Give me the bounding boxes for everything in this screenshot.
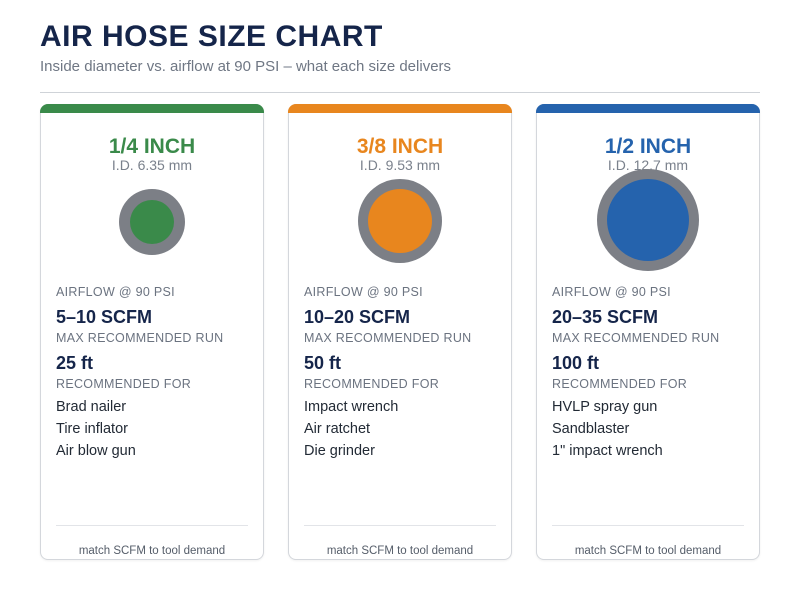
airflow-label: AIRFLOW @ 90 PSI — [56, 285, 175, 299]
tool-item: 1" impact wrench — [552, 443, 663, 459]
airflow-value: 20–35 SCFM — [552, 307, 659, 327]
inside-diameter-label: I.D. 9.53 mm — [359, 157, 441, 173]
tool-item: Impact wrench — [304, 399, 399, 415]
hose-cross-section-icon — [119, 189, 185, 255]
inside-diameter-label: I.D. 12.7 mm — [607, 157, 689, 173]
airflow-value: 5–10 SCFM — [56, 307, 153, 327]
hose-card-three-eighths-inch: 3/8 INCH I.D. 9.53 mm AIRFLOW @ 90 PSI 1… — [288, 104, 512, 560]
airflow-label: AIRFLOW @ 90 PSI — [552, 285, 671, 299]
page-title: AIR HOSE SIZE CHART — [40, 20, 383, 53]
size-title: 3/8 INCH — [356, 135, 444, 158]
run-value: 50 ft — [304, 353, 342, 373]
recommended-label: RECOMMENDED FOR — [304, 377, 440, 391]
card-footer-divider — [304, 525, 496, 526]
header-divider — [40, 92, 760, 93]
recommended-label: RECOMMENDED FOR — [56, 377, 192, 391]
tool-item: Brad nailer — [56, 399, 127, 415]
tool-item: Air blow gun — [56, 443, 136, 459]
hose-bore — [607, 179, 689, 261]
card-footer-note: match SCFM to tool demand — [574, 545, 722, 557]
size-title: 1/4 INCH — [108, 135, 196, 158]
airflow-label: AIRFLOW @ 90 PSI — [304, 285, 423, 299]
recommended-label: RECOMMENDED FOR — [552, 377, 688, 391]
run-label: MAX RECOMMENDED RUN — [552, 331, 720, 345]
tool-item: Tire inflator — [56, 421, 128, 437]
card-footer-divider — [56, 525, 248, 526]
hose-card-half-inch: 1/2 INCH I.D. 12.7 mm AIRFLOW @ 90 PSI 2… — [536, 104, 760, 560]
airflow-value: 10–20 SCFM — [304, 307, 411, 327]
size-title: 1/2 INCH — [604, 135, 692, 158]
run-value: 25 ft — [56, 353, 94, 373]
hose-bore — [368, 189, 432, 253]
hose-card-quarter-inch: 1/4 INCH I.D. 6.35 mm AIRFLOW @ 90 PSI 5… — [40, 104, 264, 560]
run-value: 100 ft — [552, 353, 600, 373]
run-label: MAX RECOMMENDED RUN — [304, 331, 472, 345]
run-label: MAX RECOMMENDED RUN — [56, 331, 224, 345]
tool-item: Die grinder — [304, 443, 375, 459]
hose-cross-section-icon — [358, 179, 442, 263]
tool-item: Sandblaster — [552, 421, 630, 437]
hose-cross-section-icon — [597, 169, 699, 271]
card-footer-note: match SCFM to tool demand — [78, 545, 226, 557]
tool-item: Air ratchet — [304, 421, 371, 437]
card-accent-bar — [40, 104, 264, 113]
page-subtitle: Inside diameter vs. airflow at 90 PSI – … — [40, 58, 452, 75]
card-footer-divider — [552, 525, 744, 526]
inside-diameter-label: I.D. 6.35 mm — [111, 157, 193, 173]
card-accent-bar — [536, 104, 760, 113]
card-accent-bar — [288, 104, 512, 113]
hose-bore — [130, 200, 174, 244]
card-footer-note: match SCFM to tool demand — [326, 545, 474, 557]
tool-item: HVLP spray gun — [552, 399, 658, 415]
